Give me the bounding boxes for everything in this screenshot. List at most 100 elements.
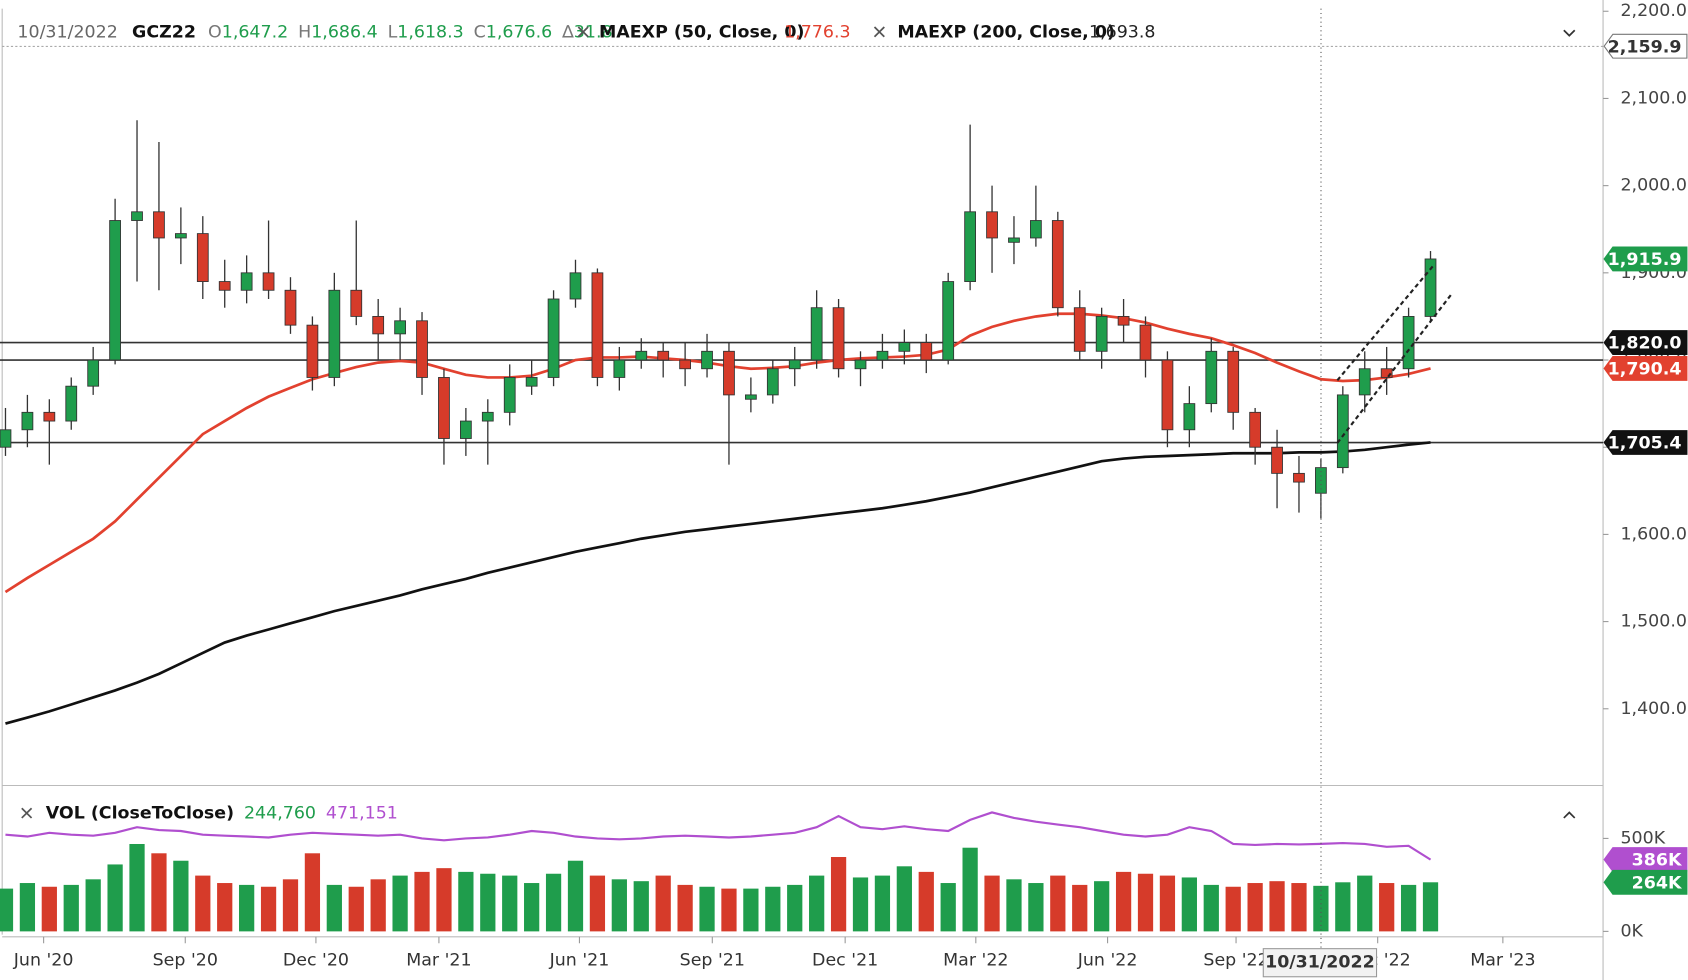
volume-bar: [940, 883, 956, 932]
volume-bar: [502, 875, 518, 932]
candle-body: [350, 289, 363, 317]
remove-icon[interactable]: [577, 26, 589, 38]
volume-bar: [195, 875, 211, 932]
volume-bar: [699, 886, 715, 932]
volume-bar: [173, 860, 189, 932]
y-tick-label: 2,200.0: [1620, 1, 1686, 21]
y-tick-label: 1,400.0: [1620, 699, 1686, 719]
trend-channel-upper: [1336, 265, 1435, 382]
volume-bar: [1422, 882, 1439, 932]
remove-icon[interactable]: [21, 807, 33, 819]
candle-body: [438, 377, 450, 439]
volume-bar: [1072, 884, 1088, 932]
drawings: [1336, 265, 1453, 444]
price-marker-label: 1,705.4: [1608, 434, 1682, 454]
volume-bar: [1291, 883, 1307, 932]
candle-body: [701, 350, 713, 370]
candle-body: [1139, 324, 1152, 361]
candle-body: [328, 289, 341, 378]
volume-bar: [1006, 879, 1022, 932]
candle-body: [481, 411, 494, 422]
candle-body: [986, 211, 998, 239]
volume-bar: [524, 883, 540, 932]
candle-body: [876, 350, 889, 361]
price-marker: [1603, 355, 1688, 381]
candle-body: [284, 289, 297, 326]
candle-body: [1205, 350, 1218, 405]
candle-body: [942, 281, 955, 361]
volume-bar: [677, 884, 693, 932]
x-tick-label: Jun '21: [549, 951, 610, 971]
volume-bar: [304, 853, 321, 932]
symbol-legend: 10/31/2022 GCZ22 O1,647.2 H1,686.4 L1,61…: [17, 22, 612, 42]
volume-bar: [852, 877, 869, 932]
candle-body: [679, 359, 691, 370]
field-key: L: [388, 22, 398, 42]
price-pane: [1, 0, 1604, 980]
price-marker: [1603, 33, 1688, 59]
y-tick-label: 0K: [1620, 921, 1643, 941]
crosshair-label: 10/31/2022: [1265, 953, 1375, 973]
volume-bar: [721, 888, 737, 932]
candle-body: [723, 350, 735, 396]
field-value: 31.8: [574, 22, 613, 42]
volume-bar: [1269, 881, 1285, 932]
expand-icon[interactable]: [1563, 811, 1576, 819]
x-tick-label: Mar '23: [1470, 951, 1535, 971]
candle-body: [240, 272, 253, 291]
volume-value: 244,760: [244, 804, 316, 824]
legend-date: 10/31/2022: [17, 22, 117, 42]
candle-body: [525, 377, 538, 387]
volume-bar: [260, 886, 277, 932]
candle-body: [262, 272, 275, 291]
remove-icon[interactable]: [873, 26, 885, 38]
volume-bar: [1181, 877, 1197, 932]
candle-body: [635, 350, 648, 361]
field-value: 1,676.6: [486, 22, 552, 42]
y-tick-label: 1,600.0: [1620, 524, 1686, 544]
candle-body: [1424, 258, 1437, 317]
volume-legend: VOL (CloseToClose) 244,760 471,151: [21, 804, 1576, 824]
candle-body: [1008, 237, 1020, 243]
candle-body: [43, 411, 56, 422]
collapse-icon[interactable]: [1563, 29, 1576, 37]
legend-header: 10/31/2022 GCZ22 O1,647.2 H1,686.4 L1,61…: [4, 16, 1595, 46]
candle-body: [1227, 350, 1240, 413]
volume-bar: [1094, 881, 1110, 932]
candle-body: [1183, 403, 1196, 431]
volume-bar: [326, 884, 342, 932]
candle-body: [109, 220, 121, 361]
field-key: C: [474, 22, 486, 42]
series: [0, 120, 1604, 932]
volume-bar: [545, 873, 562, 932]
x-tick-label: Sep '22: [1203, 951, 1268, 971]
volume-bar: [1400, 884, 1417, 932]
volume-bar: [809, 875, 825, 932]
candle-body: [87, 359, 100, 387]
volume-bar: [1137, 873, 1154, 932]
candle-body: [1271, 446, 1283, 474]
candle-body: [854, 359, 867, 370]
volume-bar: [1335, 882, 1351, 932]
study-value: 1,693.8: [1089, 22, 1155, 42]
volume-bar: [830, 857, 847, 932]
candle-body: [788, 359, 801, 370]
candle-body: [920, 342, 933, 361]
price-marker-label: 1,915.9: [1608, 250, 1682, 270]
candle-body: [372, 315, 385, 335]
candle-body: [503, 377, 516, 413]
price-marker: [1603, 869, 1688, 895]
candle-body: [613, 359, 626, 378]
volatility-value: 471,151: [326, 804, 398, 824]
x-tick-label: Mar '21: [406, 951, 471, 971]
candle-body: [1117, 315, 1130, 326]
volume-bar: [370, 879, 386, 932]
candle-body: [394, 320, 406, 335]
y-tick-label: 2,000.0: [1620, 176, 1686, 196]
candle-body: [745, 394, 757, 400]
volume-bar: [743, 888, 759, 932]
volume-bar: [1050, 875, 1066, 932]
candle-body: [131, 211, 143, 221]
field-value: 1,647.2: [222, 22, 288, 42]
